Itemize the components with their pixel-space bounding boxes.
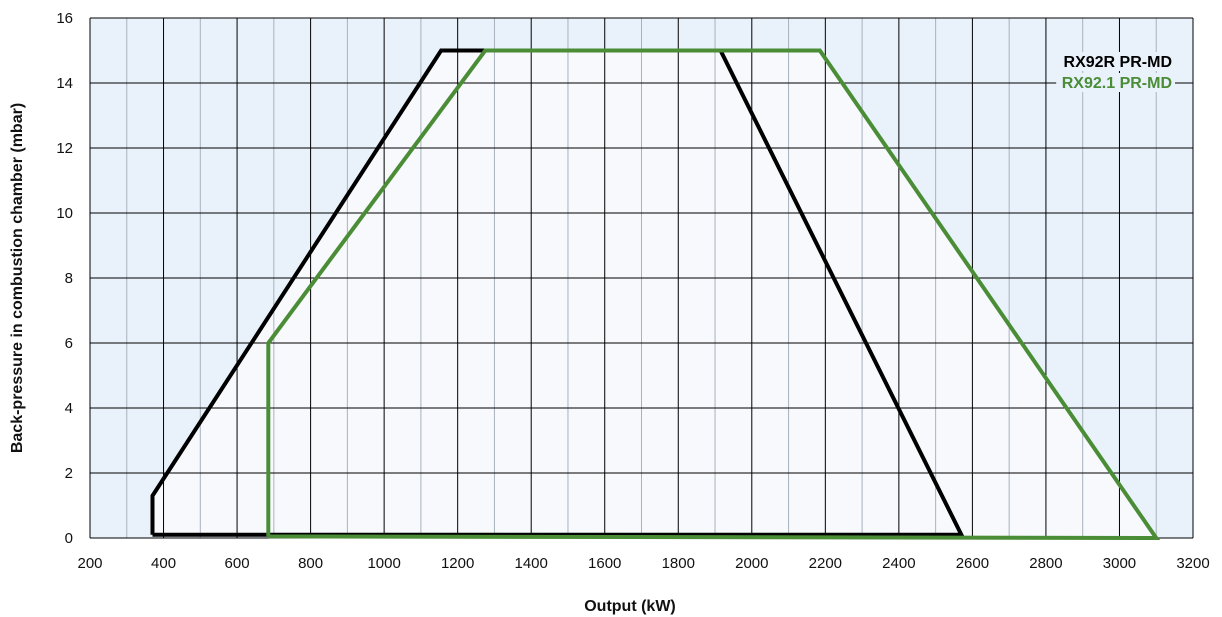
- envelope-fill: [152, 50, 1157, 538]
- legend-entry-1: RX92R PR-MD: [1064, 54, 1172, 71]
- y-tick-label: 0: [65, 530, 73, 547]
- x-tick-label: 400: [151, 555, 176, 572]
- x-tick-label: 1000: [367, 555, 400, 572]
- x-axis-ticks: 200 400 600 800 1000 1200 1400 1600 1800 2000 2200…: [77, 555, 1209, 572]
- x-tick-label: 2400: [882, 555, 915, 572]
- x-tick-label: 200: [77, 555, 102, 572]
- x-tick-label: 3200: [1176, 555, 1209, 572]
- x-tick-label: 2200: [809, 555, 842, 572]
- x-tick-label: 800: [298, 555, 323, 572]
- legend-bg: [1065, 52, 1175, 71]
- series-line-2: [266, 48, 1161, 541]
- x-tick-label: 1200: [441, 555, 474, 572]
- x-tick-label: 600: [225, 555, 250, 572]
- y-tick-label: 16: [56, 10, 73, 27]
- legend: RX92R PR-MD RX92.1 PR-MD: [1056, 52, 1175, 92]
- y-tick-label: 2: [65, 465, 73, 482]
- x-tick-label: 1800: [662, 555, 695, 572]
- x-tick-label: 3000: [1103, 555, 1136, 572]
- major-gridlines: [89, 17, 1194, 539]
- y-tick-label: 12: [56, 140, 73, 157]
- y-tick-label: 4: [65, 400, 73, 417]
- y-tick-label: 6: [65, 335, 73, 352]
- x-tick-label: 1400: [515, 555, 548, 572]
- y-axis-ticks: 0 2 4 6 8 10 12 14 16: [56, 10, 73, 547]
- x-tick-label: 2000: [735, 555, 768, 572]
- legend-bg: [1056, 73, 1175, 92]
- x-axis-label: Output (kW): [584, 598, 676, 615]
- envelope-fill-2: [268, 50, 1157, 538]
- legend-entry-2: RX92.1 PR-MD: [1062, 75, 1172, 92]
- y-tick-label: 10: [56, 205, 73, 222]
- series-lines: [150, 48, 1161, 541]
- y-tick-label: 14: [56, 75, 73, 92]
- y-tick-label: 8: [65, 270, 73, 287]
- y-axis-label: Back-pressure in combustion chamber (mba…: [9, 103, 26, 453]
- x-tick-label: 2600: [956, 555, 989, 572]
- x-tick-label: 1600: [588, 555, 621, 572]
- x-tick-label: 2800: [1029, 555, 1062, 572]
